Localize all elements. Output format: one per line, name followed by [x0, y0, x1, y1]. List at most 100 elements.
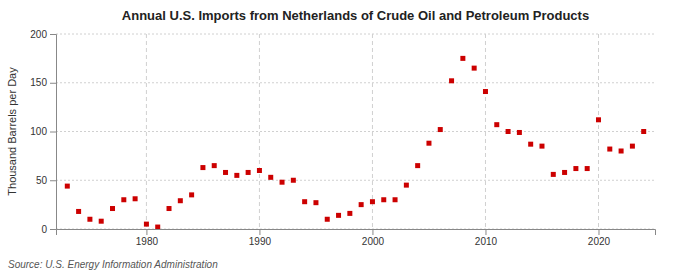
point — [325, 217, 330, 222]
point — [528, 142, 533, 147]
y-tick: 200 — [30, 29, 56, 40]
y-axis-line — [50, 35, 57, 230]
x-tick: 2000 — [362, 229, 385, 247]
chart-svg: 1980 1990 2000 2010 2020 0 50 100 150 200 Annual U… — [0, 0, 675, 275]
x-tick-mark — [259, 229, 260, 235]
point — [313, 200, 318, 205]
point — [539, 144, 544, 149]
x-tick: 1980 — [136, 229, 159, 247]
marks — [65, 56, 646, 229]
point — [393, 197, 398, 202]
x-tick: 1990 — [249, 229, 272, 247]
plot-area: 1980 1990 2000 2010 2020 0 50 100 150 200 — [30, 29, 655, 247]
point — [76, 209, 81, 214]
x-grid-line — [146, 34, 147, 229]
point — [551, 172, 556, 177]
y-grid-line — [56, 131, 655, 132]
point — [155, 225, 160, 229]
point — [370, 199, 375, 204]
point — [121, 197, 126, 202]
x-tick-mark — [598, 229, 599, 235]
y-tick: 0 — [41, 224, 56, 235]
point — [189, 192, 194, 197]
point — [133, 196, 138, 201]
y-axis-label: Thousand Barrels per Day — [6, 67, 18, 196]
x-tick-mark — [372, 229, 373, 235]
x-tick-label: 2010 — [475, 236, 498, 247]
y-axis: 0 50 100 150 200 — [30, 29, 56, 235]
y-tick-label: 150 — [30, 77, 47, 88]
point — [200, 165, 205, 170]
point — [110, 206, 115, 211]
point — [280, 180, 285, 185]
point — [619, 149, 624, 154]
x-grid-line — [485, 34, 486, 229]
point — [573, 166, 578, 171]
x-tick-label: 1980 — [136, 236, 159, 247]
y-tick-mark — [50, 180, 56, 181]
x-grid-line — [598, 34, 599, 229]
grid — [56, 34, 655, 229]
point — [144, 222, 149, 227]
point — [359, 202, 364, 207]
point — [302, 199, 307, 204]
x-tick-label: 2020 — [588, 236, 611, 247]
y-tick: 50 — [36, 175, 56, 186]
x-tick-label: 1990 — [249, 236, 272, 247]
point — [336, 213, 341, 218]
point — [460, 56, 465, 61]
y-tick-label: 200 — [30, 29, 47, 40]
point — [494, 122, 499, 127]
point — [223, 170, 228, 175]
point — [167, 206, 172, 211]
point — [404, 183, 409, 188]
y-tick-label: 50 — [36, 175, 48, 186]
x-tick: 2020 — [588, 229, 611, 247]
chart-container: 1980 1990 2000 2010 2020 0 50 100 150 200 Annual U… — [0, 0, 675, 275]
y-tick-mark — [50, 229, 56, 230]
source-note: Source: U.S. Energy Information Administ… — [8, 259, 218, 270]
y-tick: 150 — [30, 77, 56, 88]
point — [257, 168, 262, 173]
point — [517, 130, 522, 135]
point — [506, 129, 511, 134]
point — [438, 127, 443, 132]
point — [347, 211, 352, 216]
y-tick-mark — [50, 132, 56, 133]
x-axis: 1980 1990 2000 2010 2020 — [57, 229, 656, 247]
point — [381, 197, 386, 202]
point — [449, 78, 454, 83]
title: Annual U.S. Imports from Netherlands of … — [122, 8, 589, 23]
point — [415, 163, 420, 168]
point — [291, 178, 296, 183]
point — [87, 217, 92, 222]
x-tick-mark — [485, 229, 486, 235]
point — [607, 147, 612, 152]
x-tick-mark — [146, 229, 147, 235]
point — [630, 144, 635, 149]
y-tick: 100 — [30, 126, 56, 137]
point — [65, 184, 70, 189]
point — [268, 175, 273, 180]
point — [212, 163, 217, 168]
x-axis-line — [57, 230, 656, 236]
point — [562, 170, 567, 175]
y-grid-line — [56, 34, 655, 35]
x-tick-label: 2000 — [362, 236, 385, 247]
point — [472, 66, 477, 71]
x-tick: 2010 — [475, 229, 498, 247]
point — [178, 198, 183, 203]
y-tick-mark — [50, 83, 56, 84]
y-grid-line — [56, 82, 655, 83]
point — [585, 166, 590, 171]
y-grid-line — [56, 180, 655, 181]
point — [246, 170, 251, 175]
y-tick-mark — [50, 34, 56, 35]
point — [234, 173, 239, 178]
y-tick-label: 100 — [30, 126, 47, 137]
point — [596, 117, 601, 122]
x-grid-line — [259, 34, 260, 229]
point — [483, 89, 488, 94]
y-tick-label: 0 — [41, 224, 47, 235]
point — [426, 141, 431, 146]
